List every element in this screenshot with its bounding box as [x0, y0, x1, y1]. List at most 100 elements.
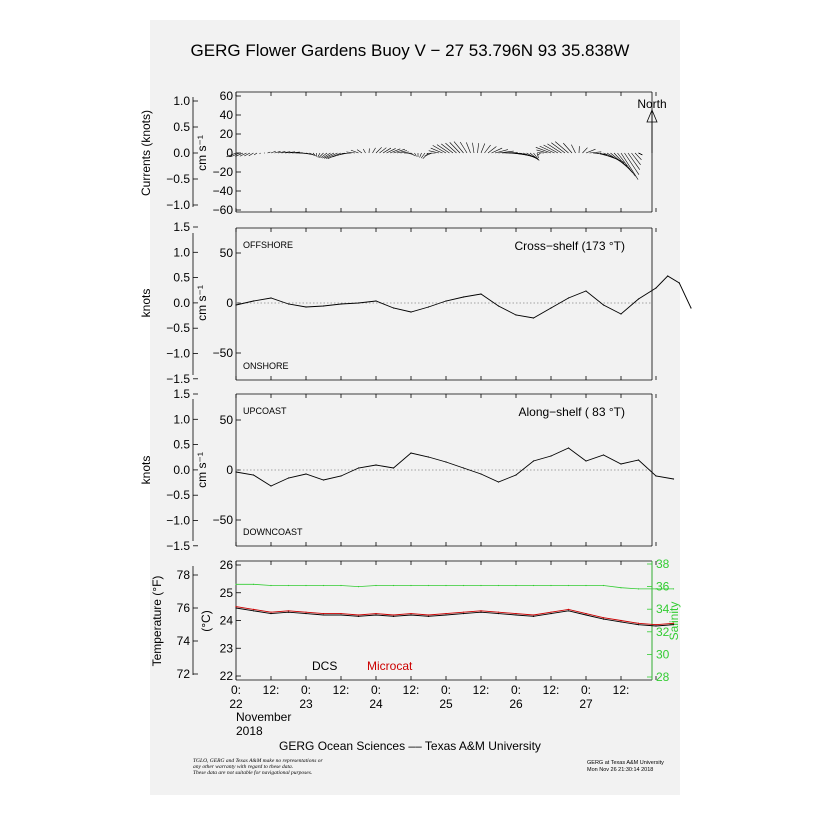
current-stick: [555, 141, 569, 154]
currents-knots-label: Currents (knots): [139, 110, 153, 196]
along-shelf-line-point: [515, 474, 517, 476]
salinity-line-point: [235, 583, 237, 585]
microcat-line-point: [567, 608, 570, 611]
current-stick: [441, 143, 454, 154]
current-stick: [543, 144, 559, 154]
temp-c-label: (°C): [199, 610, 213, 631]
microcat-line-point: [287, 610, 290, 612]
microcat-line-point: [252, 608, 255, 611]
cross-shelf-knots-tick-label: 1.5: [173, 220, 190, 234]
microcat-line-point: [357, 614, 360, 616]
current-stick: [536, 152, 539, 159]
cross-shelf-line-point: [287, 303, 290, 305]
cross-shelf-line-point: [655, 287, 657, 289]
cross-shelf-line-point: [678, 282, 680, 284]
microcat-line-point: [462, 611, 465, 613]
microcat-line-point: [340, 612, 342, 615]
salinity-line-point: [340, 584, 342, 587]
temp-c-tick-label: 24: [220, 614, 234, 628]
microcat-line-point: [392, 614, 395, 616]
salinity-line-point: [637, 588, 640, 590]
x-tick-hour: 12:: [543, 683, 560, 697]
cross-shelf-line-point: [357, 302, 360, 304]
disclaimer-line-1: TGLO, GERG and Texas A&M make no represe…: [193, 758, 323, 764]
along-shelf-knots-tick-label: 0.5: [173, 438, 190, 452]
current-stick: [379, 147, 387, 154]
salinity-tick-label: 36: [656, 580, 670, 594]
cross-shelf-line: [235, 275, 692, 319]
cross-shelf-cm-tick-label: 50: [220, 246, 234, 260]
microcat-line-point: [375, 612, 377, 615]
along-shelf-line-point: [410, 452, 412, 454]
plot-background: [150, 20, 680, 795]
along-shelf-knots-tick-label: 1.0: [173, 412, 190, 426]
along-shelf-top-label: UPCOAST: [243, 406, 287, 416]
currents-cm-tick-label: −40: [213, 184, 234, 198]
salinity-line-point: [375, 584, 377, 587]
microcat-line-point: [427, 614, 430, 616]
current-stick: [309, 152, 315, 156]
temp-f-tick-label: 72: [177, 667, 191, 681]
dcs-line-point: [602, 618, 605, 620]
along-shelf-line-point: [480, 473, 482, 475]
current-stick: [536, 149, 548, 154]
current-stick: [230, 152, 240, 157]
current-stick: [582, 147, 588, 154]
current-stick: [537, 152, 541, 156]
microcat-line-point: [532, 614, 535, 616]
along-shelf-cm-label: cm s⁻¹: [195, 452, 209, 488]
current-stick: [627, 152, 641, 170]
along-shelf-line-point: [567, 447, 570, 449]
cross-shelf-cm-tick-label: 0: [226, 296, 233, 310]
salinity-line-point: [497, 584, 500, 587]
x-tick-day: 24: [369, 697, 383, 711]
along-shelf-cm-tick-label: 50: [220, 413, 234, 427]
current-stick: [284, 151, 296, 154]
current-stick: [529, 152, 539, 161]
dcs-line-point: [532, 615, 535, 617]
disclaimer-line-2: any other warranty with regard to these …: [193, 764, 293, 770]
microcat-line-point: [515, 612, 517, 615]
current-stick: [267, 151, 271, 154]
salinity-line-point: [445, 584, 447, 587]
dcs-line-point: [620, 621, 622, 623]
current-stick: [350, 149, 359, 154]
current-stick: [312, 152, 316, 157]
current-stick: [430, 147, 443, 154]
dcs-line-point: [357, 615, 360, 617]
salinity-tick-label: 32: [656, 625, 670, 639]
x-tick-day: 23: [299, 697, 313, 711]
x-tick-hour: 12:: [473, 683, 490, 697]
x-tick-hour: 0:: [511, 683, 521, 697]
cross-shelf-line-point: [340, 303, 342, 305]
current-stick: [235, 152, 244, 157]
salinity-line-point: [480, 584, 482, 587]
current-stick: [453, 141, 464, 154]
along-shelf-line-point: [497, 481, 500, 483]
along-shelf-line-point: [270, 485, 272, 487]
currents-knots-tick-label: 0.0: [173, 146, 190, 160]
current-stick: [270, 150, 276, 154]
dcs-line-point: [672, 624, 675, 626]
cross-shelf-bottom-label: ONSHORE: [243, 361, 289, 371]
cross-shelf-top-label: OFFSHORE: [243, 240, 293, 250]
legend-dcs: DCS: [312, 659, 337, 673]
currents-cm-tick-label: 60: [220, 89, 234, 103]
current-stick: [424, 152, 433, 157]
microcat-line-point: [550, 611, 552, 613]
x-tick-day: 26: [509, 697, 523, 711]
along-shelf-knots-tick-label: 0.0: [173, 463, 190, 477]
north-arrow-head: [646, 108, 658, 123]
microcat-line-point: [655, 624, 657, 626]
cross-shelf-cm-label: cm s⁻¹: [195, 285, 209, 321]
along-shelf-knots-tick-label: −1.5: [166, 539, 190, 553]
along-shelf-line-point: [672, 478, 675, 480]
current-stick: [288, 151, 300, 154]
current-stick: [638, 152, 643, 156]
along-shelf-line-point: [340, 475, 342, 477]
along-shelf-line-point: [305, 473, 307, 475]
current-stick: [533, 152, 540, 161]
dcs-line-point: [462, 612, 465, 615]
current-stick: [445, 142, 457, 154]
